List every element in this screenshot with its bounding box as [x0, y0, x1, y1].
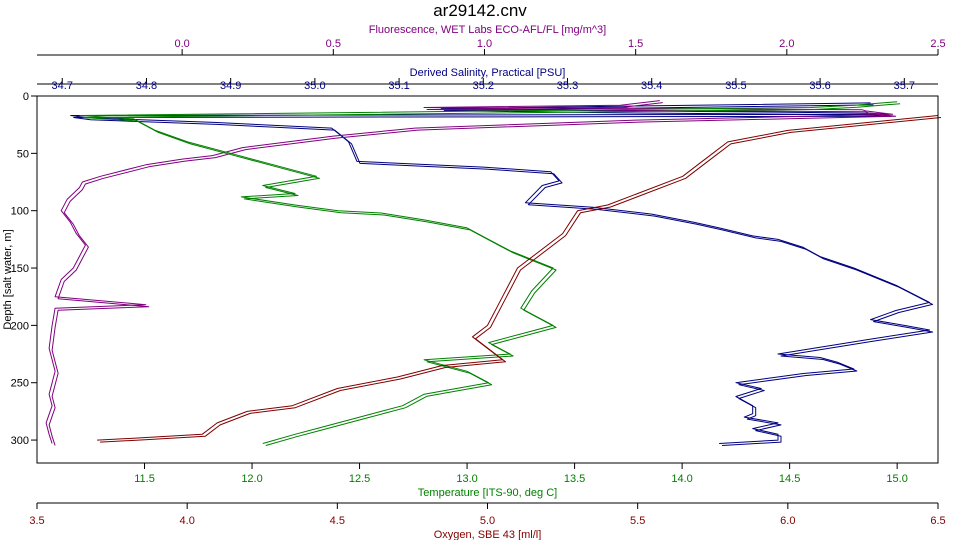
- series-line-salinity: [70, 102, 931, 444]
- tick-label-oxygen: 5.0: [480, 515, 495, 527]
- axis-fluorescence: 0.0 0.5 1.0 1.5 2.0 2.5 Fluorescence, WET Labs…: [37, 24, 946, 56]
- tick-label-oxygen: 6.5: [930, 515, 945, 527]
- tick-label-oxygen: 6.0: [780, 515, 795, 527]
- tick-label-depth: 300: [11, 435, 29, 447]
- tick-label-salinity: 35.0: [304, 80, 325, 92]
- axes-layer: 0.0 0.5 1.0 1.5 2.0 2.5 Fluorescence, WET Labs…: [2, 24, 946, 540]
- tick-label-salinity: 34.9: [220, 80, 241, 92]
- tick-label-fluorescence: 1.5: [628, 38, 643, 50]
- chart-title: ar29142.cnv: [433, 1, 527, 20]
- series-line-oxygen-upcast: [100, 117, 942, 443]
- series-line-oxygen: [97, 115, 939, 441]
- tick-label-salinity: 35.2: [473, 80, 494, 92]
- axis-temperature: 11.5 12.0 12.5 13.0 13.5 14.0 14.5 15.0 Temperat…: [134, 463, 908, 499]
- tick-label-salinity: 35.7: [894, 80, 915, 92]
- tick-label-temperature: 15.0: [886, 473, 907, 485]
- tick-label-oxygen: 4.5: [330, 515, 345, 527]
- series-layer: [45, 100, 942, 446]
- tick-label-temperature: 12.0: [241, 473, 262, 485]
- tick-label-depth: 50: [17, 148, 29, 160]
- axis-title-depth: Depth [salt water, m]: [2, 229, 14, 329]
- axis-title-temperature: Temperature [ITS-90, deg C]: [418, 487, 557, 499]
- tick-label-fluorescence: 1.0: [477, 38, 492, 50]
- tick-label-fluorescence: 0.5: [326, 38, 341, 50]
- axis-oxygen: 3.5 4.0 4.5 5.0 5.5 6.0 6.5 Oxygen, SBE 43 [ml/…: [29, 502, 946, 540]
- axis-title-oxygen: Oxygen, SBE 43 [ml/l]: [434, 529, 542, 540]
- axis-salinity: 34.7 34.8 34.9 35.0 35.1 35.2 35.3 35.4 35.5 35.6…: [37, 67, 938, 92]
- tick-label-salinity: 34.8: [136, 80, 157, 92]
- tick-label-oxygen: 5.5: [630, 515, 645, 527]
- tick-label-depth: 200: [11, 320, 29, 332]
- tick-label-depth: 250: [11, 378, 29, 390]
- tick-label-fluorescence: 2.5: [930, 38, 945, 50]
- series-line-fluorescence-upcast: [48, 102, 897, 446]
- tick-label-salinity: 34.7: [52, 80, 73, 92]
- tick-label-salinity: 35.5: [725, 80, 746, 92]
- tick-label-temperature: 14.5: [779, 473, 800, 485]
- tick-label-depth: 100: [11, 206, 29, 218]
- tick-label-salinity: 35.3: [557, 80, 578, 92]
- tick-label-fluorescence: 0.0: [174, 38, 189, 50]
- tick-label-temperature: 13.0: [456, 473, 477, 485]
- tick-label-depth: 150: [11, 263, 29, 275]
- series-line-temperature: [79, 101, 898, 444]
- tick-label-oxygen: 4.0: [180, 515, 195, 527]
- tick-label-salinity: 35.4: [641, 80, 662, 92]
- axis-title-salinity: Derived Salinity, Practical [PSU]: [410, 67, 566, 79]
- tick-label-temperature: 13.5: [564, 473, 585, 485]
- tick-label-salinity: 35.1: [388, 80, 409, 92]
- plot-frame: [36, 95, 939, 464]
- axis-title-fluorescence: Fluorescence, WET Labs ECO-AFL/FL [mg/m^…: [369, 24, 606, 36]
- tick-label-temperature: 11.5: [134, 473, 155, 485]
- tick-label-oxygen: 3.5: [29, 515, 44, 527]
- tick-label-depth: 0: [23, 91, 29, 103]
- tick-label-temperature: 12.5: [349, 473, 370, 485]
- axis-depth: 0 50 100 150 200 250 300 Depth [salt water, m]: [2, 91, 37, 447]
- tick-label-fluorescence: 2.0: [779, 38, 794, 50]
- tick-label-salinity: 35.6: [809, 80, 830, 92]
- tick-label-temperature: 14.0: [671, 473, 692, 485]
- series-line-fluorescence: [45, 100, 894, 444]
